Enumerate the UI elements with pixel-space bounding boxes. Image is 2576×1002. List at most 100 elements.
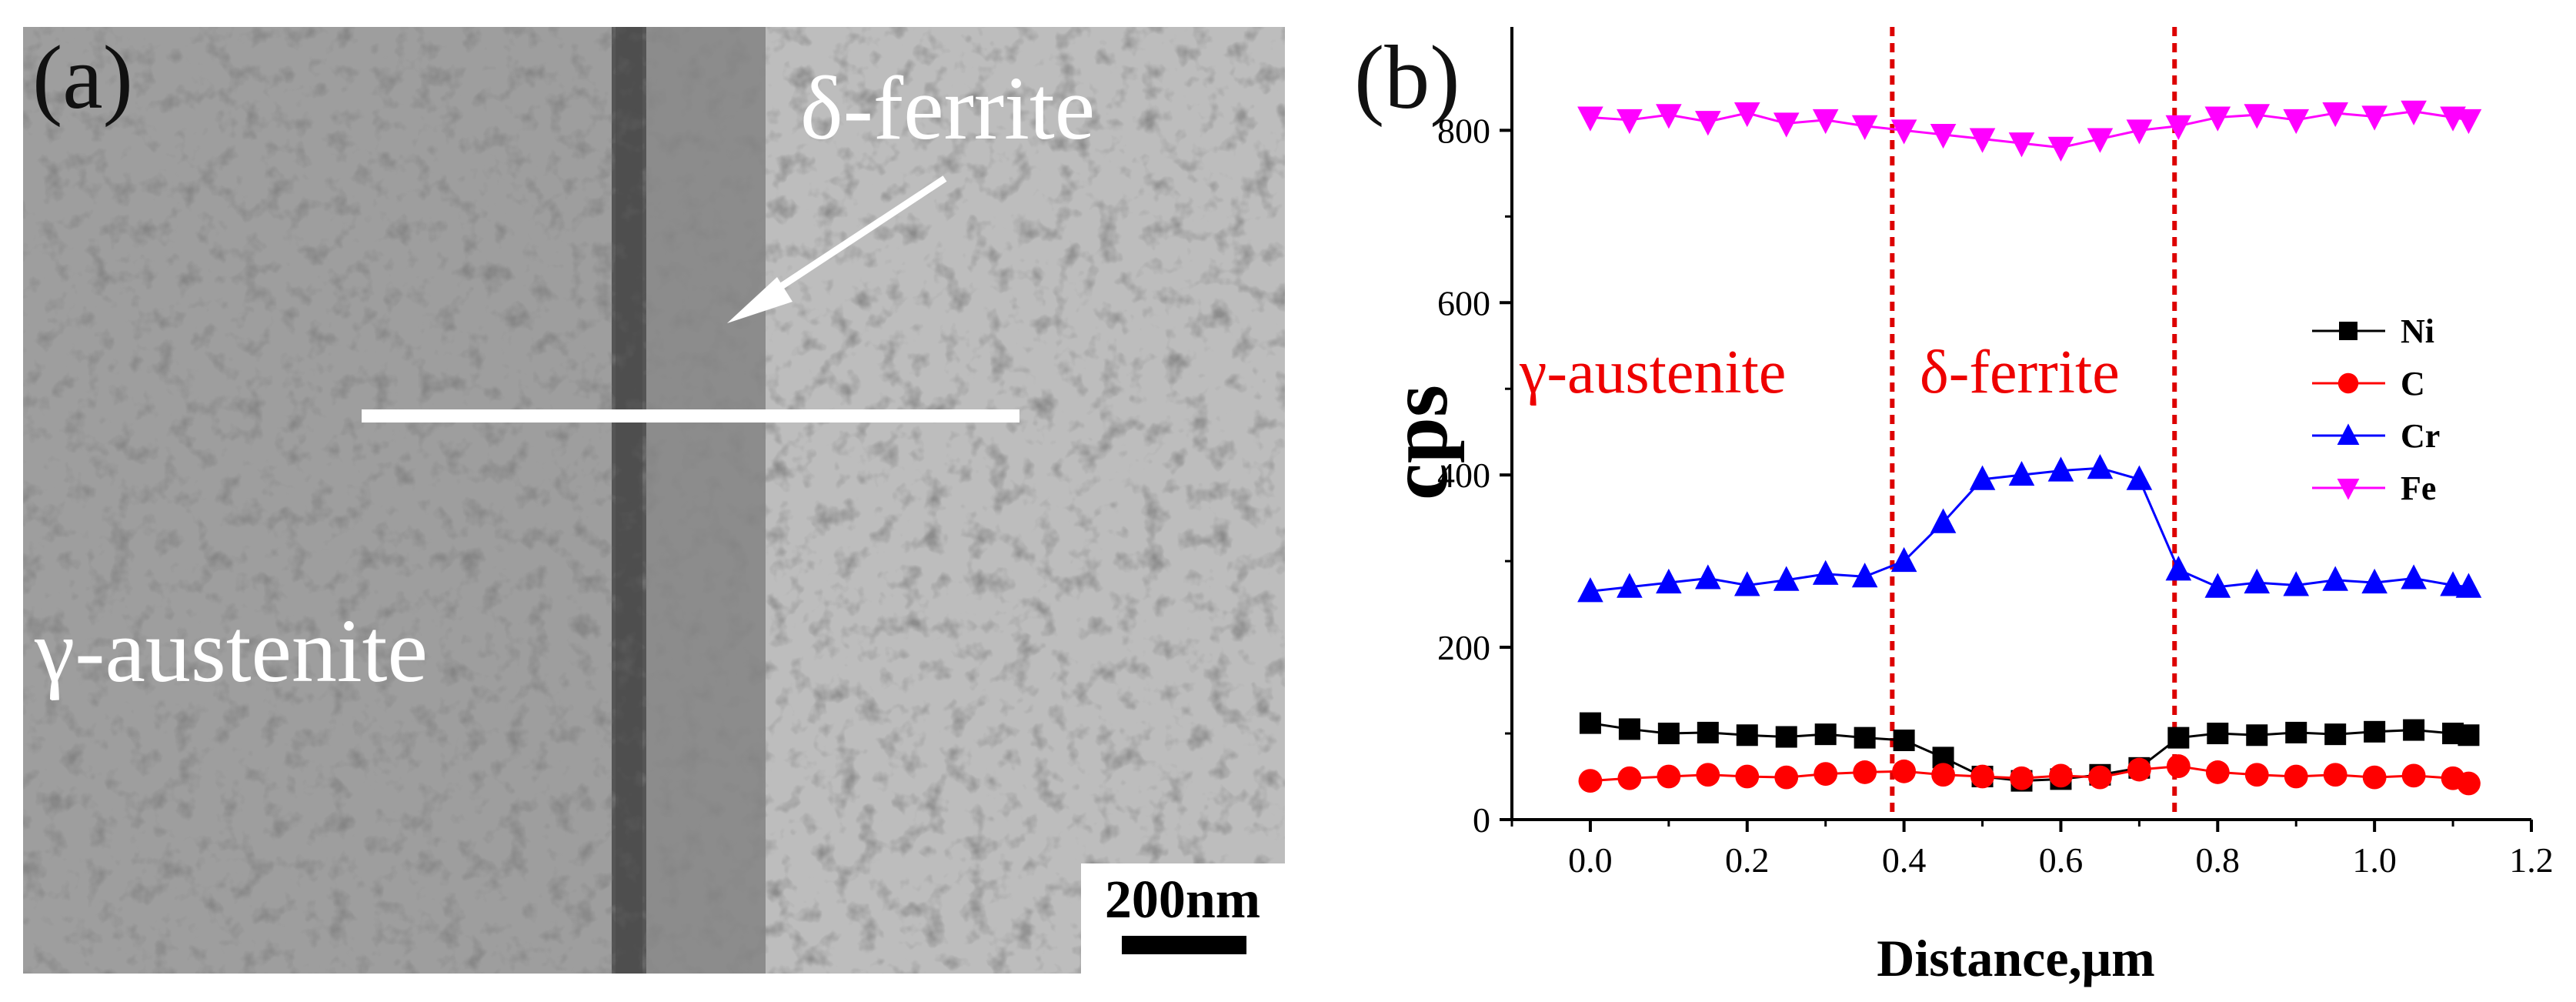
legend-marker	[2337, 372, 2359, 394]
dark-boundary-overlay	[616, 27, 642, 974]
axes	[1510, 27, 2531, 821]
region-label-austenite: γ-austenite	[1519, 339, 1786, 406]
x-tick-label: 1.2	[2509, 840, 2554, 880]
data-point-fe	[2047, 136, 2074, 162]
data-point-c	[2284, 764, 2308, 789]
data-point-fe	[2244, 104, 2271, 129]
legend-marker	[2337, 423, 2360, 445]
data-point-ni	[2246, 724, 2268, 746]
line-scan-path	[362, 409, 1019, 423]
micrograph-panel: (a) δ-ferrite γ-austenite 200nm	[23, 27, 1285, 974]
legend-marker	[2339, 322, 2357, 340]
legend-label: Fe	[2401, 469, 2436, 507]
x-tick-label: 0.2	[1725, 840, 1770, 880]
data-point-c	[1892, 759, 1917, 783]
data-point-cr	[1577, 577, 1603, 603]
data-point-cr	[1617, 573, 1643, 598]
data-point-ni	[2285, 721, 2307, 743]
y-tick-label: 400	[1437, 456, 1490, 495]
legend-entry-cr: Cr	[2312, 417, 2440, 455]
data-point-fe	[2087, 128, 2114, 153]
data-point-c	[2323, 763, 2347, 787]
data-point-c	[2362, 765, 2387, 790]
data-point-c	[1970, 764, 1994, 789]
data-point-fe	[2283, 109, 2310, 135]
data-point-c	[2457, 771, 2481, 796]
data-point-ni	[2167, 726, 2190, 749]
data-point-cr	[1930, 508, 1957, 533]
data-point-ni	[1736, 724, 1758, 746]
data-point-fe	[2455, 109, 2482, 135]
series-cr	[1577, 454, 2482, 603]
x-tick-label: 0.8	[2196, 840, 2241, 880]
data-point-c	[1657, 764, 1681, 789]
data-point-cr	[2165, 556, 2192, 581]
data-point-c	[2088, 765, 2112, 790]
data-point-c	[2205, 760, 2230, 784]
data-point-c	[2244, 763, 2269, 787]
data-point-ni	[1775, 726, 1797, 748]
line-scan-chart: (b) 0.0 0.2 0.4 0.6 0.8 1.0 1.2 0 200 400 600 800 γ…	[1354, 27, 2554, 987]
ferrite-arrow	[756, 175, 947, 305]
panel-b-label: (b)	[1354, 27, 1460, 128]
data-point-fe	[2401, 100, 2427, 125]
data-point-fe	[1656, 104, 1682, 129]
data-point-cr	[2401, 564, 2427, 590]
gamma-austenite-label: γ-austenite	[34, 600, 428, 701]
x-tick-label: 0.4	[1882, 840, 1927, 880]
legend-entry-fe: Fe	[2312, 469, 2436, 507]
scale-bar-background	[1081, 863, 1285, 974]
data-point-cr	[2361, 568, 2387, 594]
data-point-c	[2166, 754, 2191, 778]
x-axis-title: Distance,μm	[1877, 929, 2154, 987]
data-point-fe	[2165, 115, 2192, 140]
data-point-fe	[1969, 128, 1996, 153]
data-point-fe	[1695, 111, 1721, 136]
data-point-ni	[1579, 712, 1601, 734]
data-point-cr	[2047, 456, 2074, 482]
x-tick-label: 0.6	[2039, 840, 2084, 880]
data-point-cr	[2455, 573, 2482, 598]
panel-a-label: (a)	[32, 27, 133, 128]
data-point-cr	[1812, 559, 1839, 585]
data-point-c	[1931, 763, 1955, 787]
data-point-ni	[1697, 721, 1719, 743]
data-point-cr	[2322, 566, 2348, 591]
data-point-fe	[1733, 102, 1760, 128]
data-point-cr	[1851, 563, 1878, 588]
data-point-cr	[2283, 571, 2310, 596]
y-tick-label: 600	[1437, 283, 1490, 322]
data-point-cr	[2440, 571, 2466, 596]
data-point-cr	[2087, 454, 2114, 479]
series-c	[1578, 754, 2481, 796]
data-point-fe	[1851, 115, 1878, 140]
x-tick-label: 0.0	[1568, 840, 1613, 880]
scale-bar	[1122, 936, 1246, 954]
legend-label: Ni	[2401, 312, 2434, 350]
data-point-fe	[1812, 109, 1839, 135]
y-tick-label: 0	[1473, 800, 1490, 840]
data-point-cr	[1733, 571, 1760, 596]
data-point-ni	[2364, 720, 2386, 743]
data-point-c	[1617, 766, 1642, 790]
y-axis-title: cps	[1373, 385, 1465, 500]
data-point-cr	[2244, 568, 2271, 594]
data-point-c	[2010, 766, 2034, 790]
data-point-fe	[1773, 112, 1800, 138]
region-boundaries	[1890, 27, 2177, 820]
legend-entry-c: C	[2312, 365, 2425, 402]
data-point-fe	[2126, 119, 2153, 145]
data-point-ni	[2403, 719, 2425, 741]
series-fe	[1577, 100, 2482, 162]
data-point-c	[2127, 757, 2151, 782]
data-point-c	[1853, 760, 1877, 784]
data-point-fe	[1577, 106, 1603, 132]
data-point-c	[1696, 763, 1720, 787]
chart-legend: Ni C Cr Fe	[2312, 312, 2440, 507]
data-point-ni	[2324, 723, 2347, 746]
data-point-cr	[1773, 566, 1800, 591]
data-point-ni	[1854, 726, 1876, 749]
axis-ticks: 0.0 0.2 0.4 0.6 0.8 1.0 1.2 0 200 400 600 800	[1437, 111, 2554, 880]
data-point-cr	[2126, 465, 2153, 490]
legend-marker	[2337, 479, 2360, 500]
